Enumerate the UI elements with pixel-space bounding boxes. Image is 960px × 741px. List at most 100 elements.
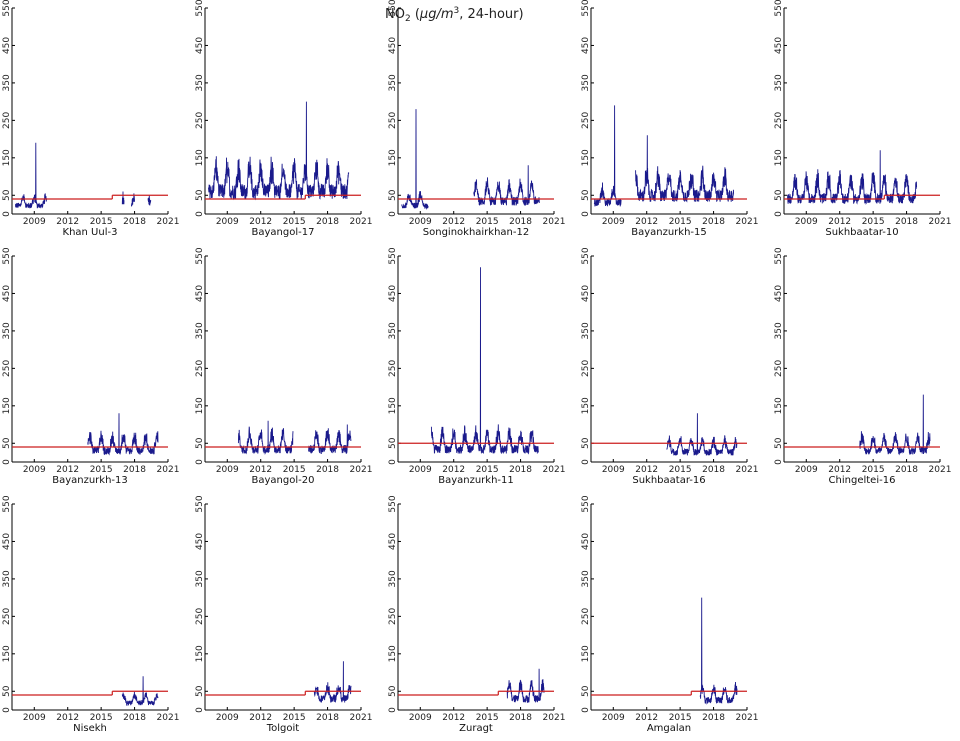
y-tick-label: 50 (388, 437, 398, 449)
x-tick-label: 2012 (442, 465, 465, 475)
y-tick-label: 0 (2, 459, 12, 465)
x-tick-label: 2015 (862, 217, 885, 227)
y-tick-label: 550 (195, 495, 205, 512)
x-tick-label: 2018 (702, 465, 725, 475)
y-tick-label: 250 (2, 112, 12, 129)
y-tick-label: 350 (388, 74, 398, 91)
y-tick-label: 150 (195, 397, 205, 414)
panel-amgalan: 0 50 150 250 350 450 550 2009 2012 2015 2018 2021 Am… (581, 495, 758, 734)
title-paren-open: ( (411, 7, 420, 22)
station-label: Amgalan (647, 723, 691, 734)
y-tick-label: 50 (195, 437, 205, 449)
x-tick-label: 2018 (895, 217, 918, 227)
x-tick-label: 2021 (929, 217, 952, 227)
station-label: Zuragt (459, 723, 493, 734)
x-tick-label: 2021 (350, 465, 373, 475)
x-tick-label: 2012 (56, 713, 79, 723)
station-label: Bayanzurkh-15 (631, 227, 707, 238)
panel-sukhbaatar-16: 0 50 150 250 350 450 550 2009 2012 2015 2018 2021 Su… (581, 247, 758, 486)
station-label: Bayanzurkh-13 (52, 475, 128, 486)
y-tick-label: 150 (195, 645, 205, 662)
panel-songinokhairkhan-12: 0 50 150 250 350 450 550 2009 2012 2015 2018 2021 So… (388, 0, 565, 238)
y-tick-label: 450 (581, 285, 591, 302)
y-tick-label: 150 (774, 149, 784, 166)
y-tick-label: 50 (195, 685, 205, 697)
x-tick-label: 2015 (90, 465, 113, 475)
y-tick-label: 50 (581, 437, 591, 449)
x-tick-label: 2009 (23, 217, 46, 227)
station-label: Chingeltei-16 (829, 475, 896, 486)
title-mu: μ (419, 7, 428, 22)
x-tick-label: 2018 (316, 713, 339, 723)
x-tick-label: 2009 (409, 713, 432, 723)
x-tick-label: 2015 (669, 465, 692, 475)
x-tick-label: 2015 (90, 713, 113, 723)
y-tick-label: 150 (388, 149, 398, 166)
series-line (859, 394, 931, 456)
x-tick-label: 2018 (123, 217, 146, 227)
y-tick-label: 450 (2, 37, 12, 54)
x-tick-label: 2009 (216, 465, 239, 475)
x-tick-label: 2012 (828, 217, 851, 227)
y-tick-label: 450 (195, 37, 205, 54)
x-tick-label: 2012 (249, 217, 272, 227)
station-label: Bayanzurkh-11 (438, 475, 514, 486)
title-rest: , 24-hour) (459, 7, 523, 22)
y-tick-label: 150 (581, 397, 591, 414)
series-line (207, 101, 350, 201)
x-tick-label: 2018 (895, 465, 918, 475)
series-line (87, 413, 159, 456)
y-tick-label: 350 (774, 74, 784, 91)
y-tick-label: 150 (195, 149, 205, 166)
y-tick-label: 150 (2, 645, 12, 662)
y-tick-label: 50 (774, 437, 784, 449)
panel-bayanzurkh-13: 0 50 150 250 350 450 550 2009 2012 2015 2018 2021 Ba… (2, 247, 179, 486)
x-tick-label: 2018 (316, 465, 339, 475)
x-tick-label: 2018 (509, 713, 532, 723)
y-tick-label: 0 (581, 211, 591, 217)
panel-tolgoit: 0 50 150 250 350 450 550 2009 2012 2015 2018 2021 To… (195, 495, 372, 734)
panel-chingeltei-16: 0 50 150 250 350 450 550 2009 2012 2015 2018 2021 Ch… (774, 247, 951, 486)
y-tick-label: 350 (2, 570, 12, 587)
y-tick-label: 550 (195, 0, 205, 17)
x-tick-label: 2012 (56, 217, 79, 227)
series-line (593, 105, 622, 207)
y-tick-label: 0 (581, 707, 591, 713)
y-tick-label: 50 (2, 437, 12, 449)
station-label: Bayangol-17 (252, 227, 315, 238)
y-tick-label: 550 (581, 0, 591, 17)
x-tick-label: 2018 (509, 465, 532, 475)
series-line (473, 165, 540, 206)
series-line (147, 195, 152, 206)
series-line (121, 191, 125, 205)
y-tick-label: 0 (388, 707, 398, 713)
y-tick-label: 0 (195, 707, 205, 713)
x-tick-label: 2015 (669, 713, 692, 723)
y-tick-label: 350 (388, 322, 398, 339)
y-tick-label: 450 (774, 285, 784, 302)
x-tick-label: 2009 (602, 713, 625, 723)
y-tick-label: 550 (388, 0, 398, 17)
series-line (237, 420, 294, 455)
title-superscript: 3 (454, 6, 460, 16)
x-tick-label: 2015 (283, 713, 306, 723)
y-tick-label: 250 (195, 112, 205, 129)
x-tick-label: 2018 (509, 217, 532, 227)
y-tick-label: 550 (2, 495, 12, 512)
y-tick-label: 0 (388, 459, 398, 465)
panel-bayanzurkh-15: 0 50 150 250 350 450 550 2009 2012 2015 2018 2021 Ba… (581, 0, 758, 238)
panel-bayangol-17: 0 50 150 250 350 450 550 2009 2012 2015 2018 2021 Ba… (195, 0, 372, 238)
x-tick-label: 2009 (23, 713, 46, 723)
y-tick-label: 0 (774, 459, 784, 465)
y-tick-label: 250 (774, 360, 784, 377)
x-tick-label: 2018 (702, 217, 725, 227)
y-tick-label: 50 (774, 189, 784, 201)
y-tick-label: 250 (195, 608, 205, 625)
series-line (130, 193, 136, 207)
x-tick-label: 2021 (736, 217, 759, 227)
series-line (635, 135, 735, 203)
x-tick-label: 2012 (249, 713, 272, 723)
x-tick-label: 2021 (350, 217, 373, 227)
